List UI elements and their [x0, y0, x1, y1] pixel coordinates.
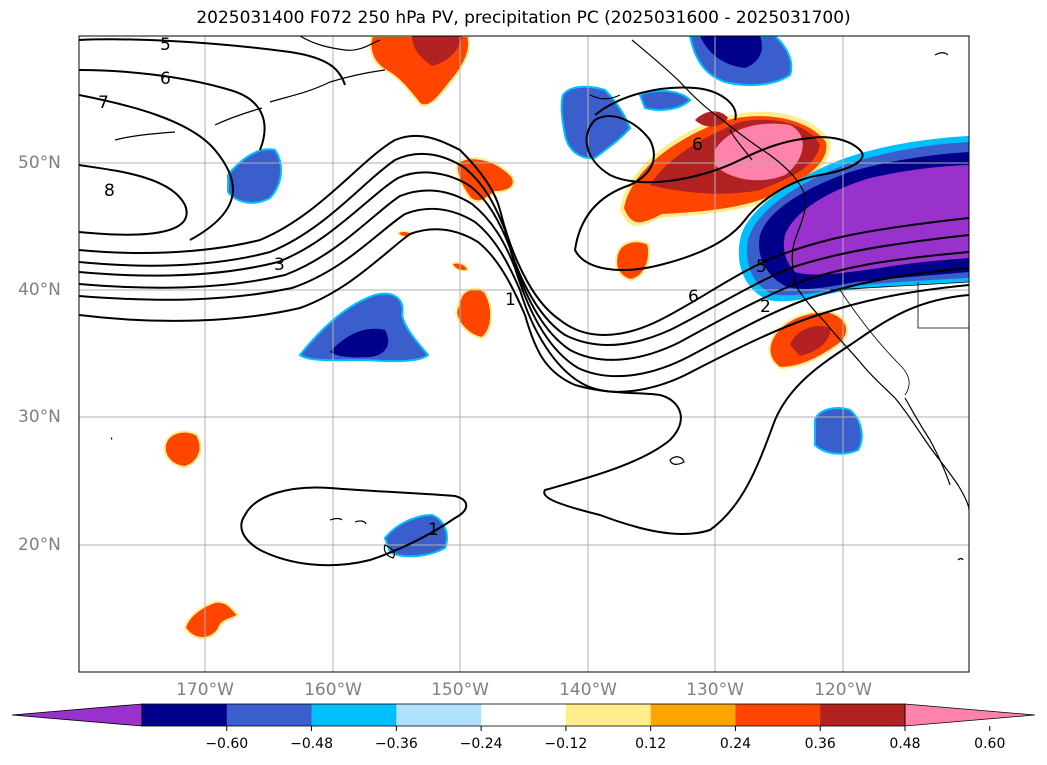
- colorbar-tick-label: −0.48: [290, 736, 333, 752]
- colorbar-swatch: [396, 704, 482, 726]
- contour-label: 6: [160, 69, 171, 89]
- lon-label: 170°W: [176, 680, 234, 700]
- colorbar-tick-label: 0.48: [889, 736, 921, 752]
- contour-label: 1: [505, 290, 516, 310]
- lat-label: 30°N: [18, 407, 61, 427]
- contour-label: 5: [160, 35, 171, 55]
- colorbar-tick-label: −0.12: [544, 736, 588, 752]
- contour-label: 5: [756, 257, 767, 277]
- lat-label: 50°N: [18, 153, 61, 173]
- colorbar-tick-label: −0.36: [374, 736, 418, 752]
- colorbar-swatch: [565, 704, 652, 726]
- lat-label: 20°N: [18, 535, 61, 555]
- colorbar-swatch: [226, 704, 313, 726]
- map-title: 2025031400 F072 250 hPa PV, precipitatio…: [196, 8, 851, 28]
- state-borders: [829, 281, 969, 396]
- contour-label: 2: [760, 297, 771, 317]
- pv-contours: [79, 38, 969, 567]
- colorbar-swatch: [481, 704, 567, 726]
- contour-label: 1: [428, 520, 439, 540]
- colorbar-tick-label: 0.12: [635, 736, 667, 752]
- contour-label: 6: [688, 287, 699, 307]
- colorbar-swatch: [735, 704, 821, 726]
- colorbar-tick-label: 0.24: [719, 736, 752, 752]
- map-canvas: 5 6 7 8 3 1 6 5 2 6 1: [78, 35, 970, 673]
- colorbar-tick-label: −0.24: [459, 736, 503, 752]
- lat-label: 40°N: [18, 280, 61, 300]
- lon-label: 150°W: [431, 680, 489, 700]
- colorbar-tick-label: 0.60: [974, 736, 1006, 752]
- contour-label: 6: [692, 135, 703, 155]
- map-frame: [78, 35, 970, 673]
- lon-label: 140°W: [559, 680, 617, 700]
- colorbar-extend-max: [904, 703, 1036, 727]
- colorbar-swatch: [650, 704, 736, 726]
- contour-label: 3: [274, 255, 285, 275]
- contour-label: 7: [98, 93, 109, 113]
- colorbar-tick-label: −0.60: [205, 736, 249, 752]
- colorbar-swatch: [311, 704, 397, 726]
- lon-label: 120°W: [814, 680, 872, 700]
- colorbar-tick-label: 0.36: [804, 736, 836, 752]
- colorbar-swatch: [820, 704, 906, 726]
- contour-label: 8: [104, 181, 115, 201]
- colorbar-swatch: [142, 704, 228, 726]
- colorbar-extend-min: [11, 703, 143, 727]
- lon-label: 160°W: [304, 680, 362, 700]
- lon-label: 130°W: [686, 680, 744, 700]
- colorbar-frame: [141, 703, 906, 727]
